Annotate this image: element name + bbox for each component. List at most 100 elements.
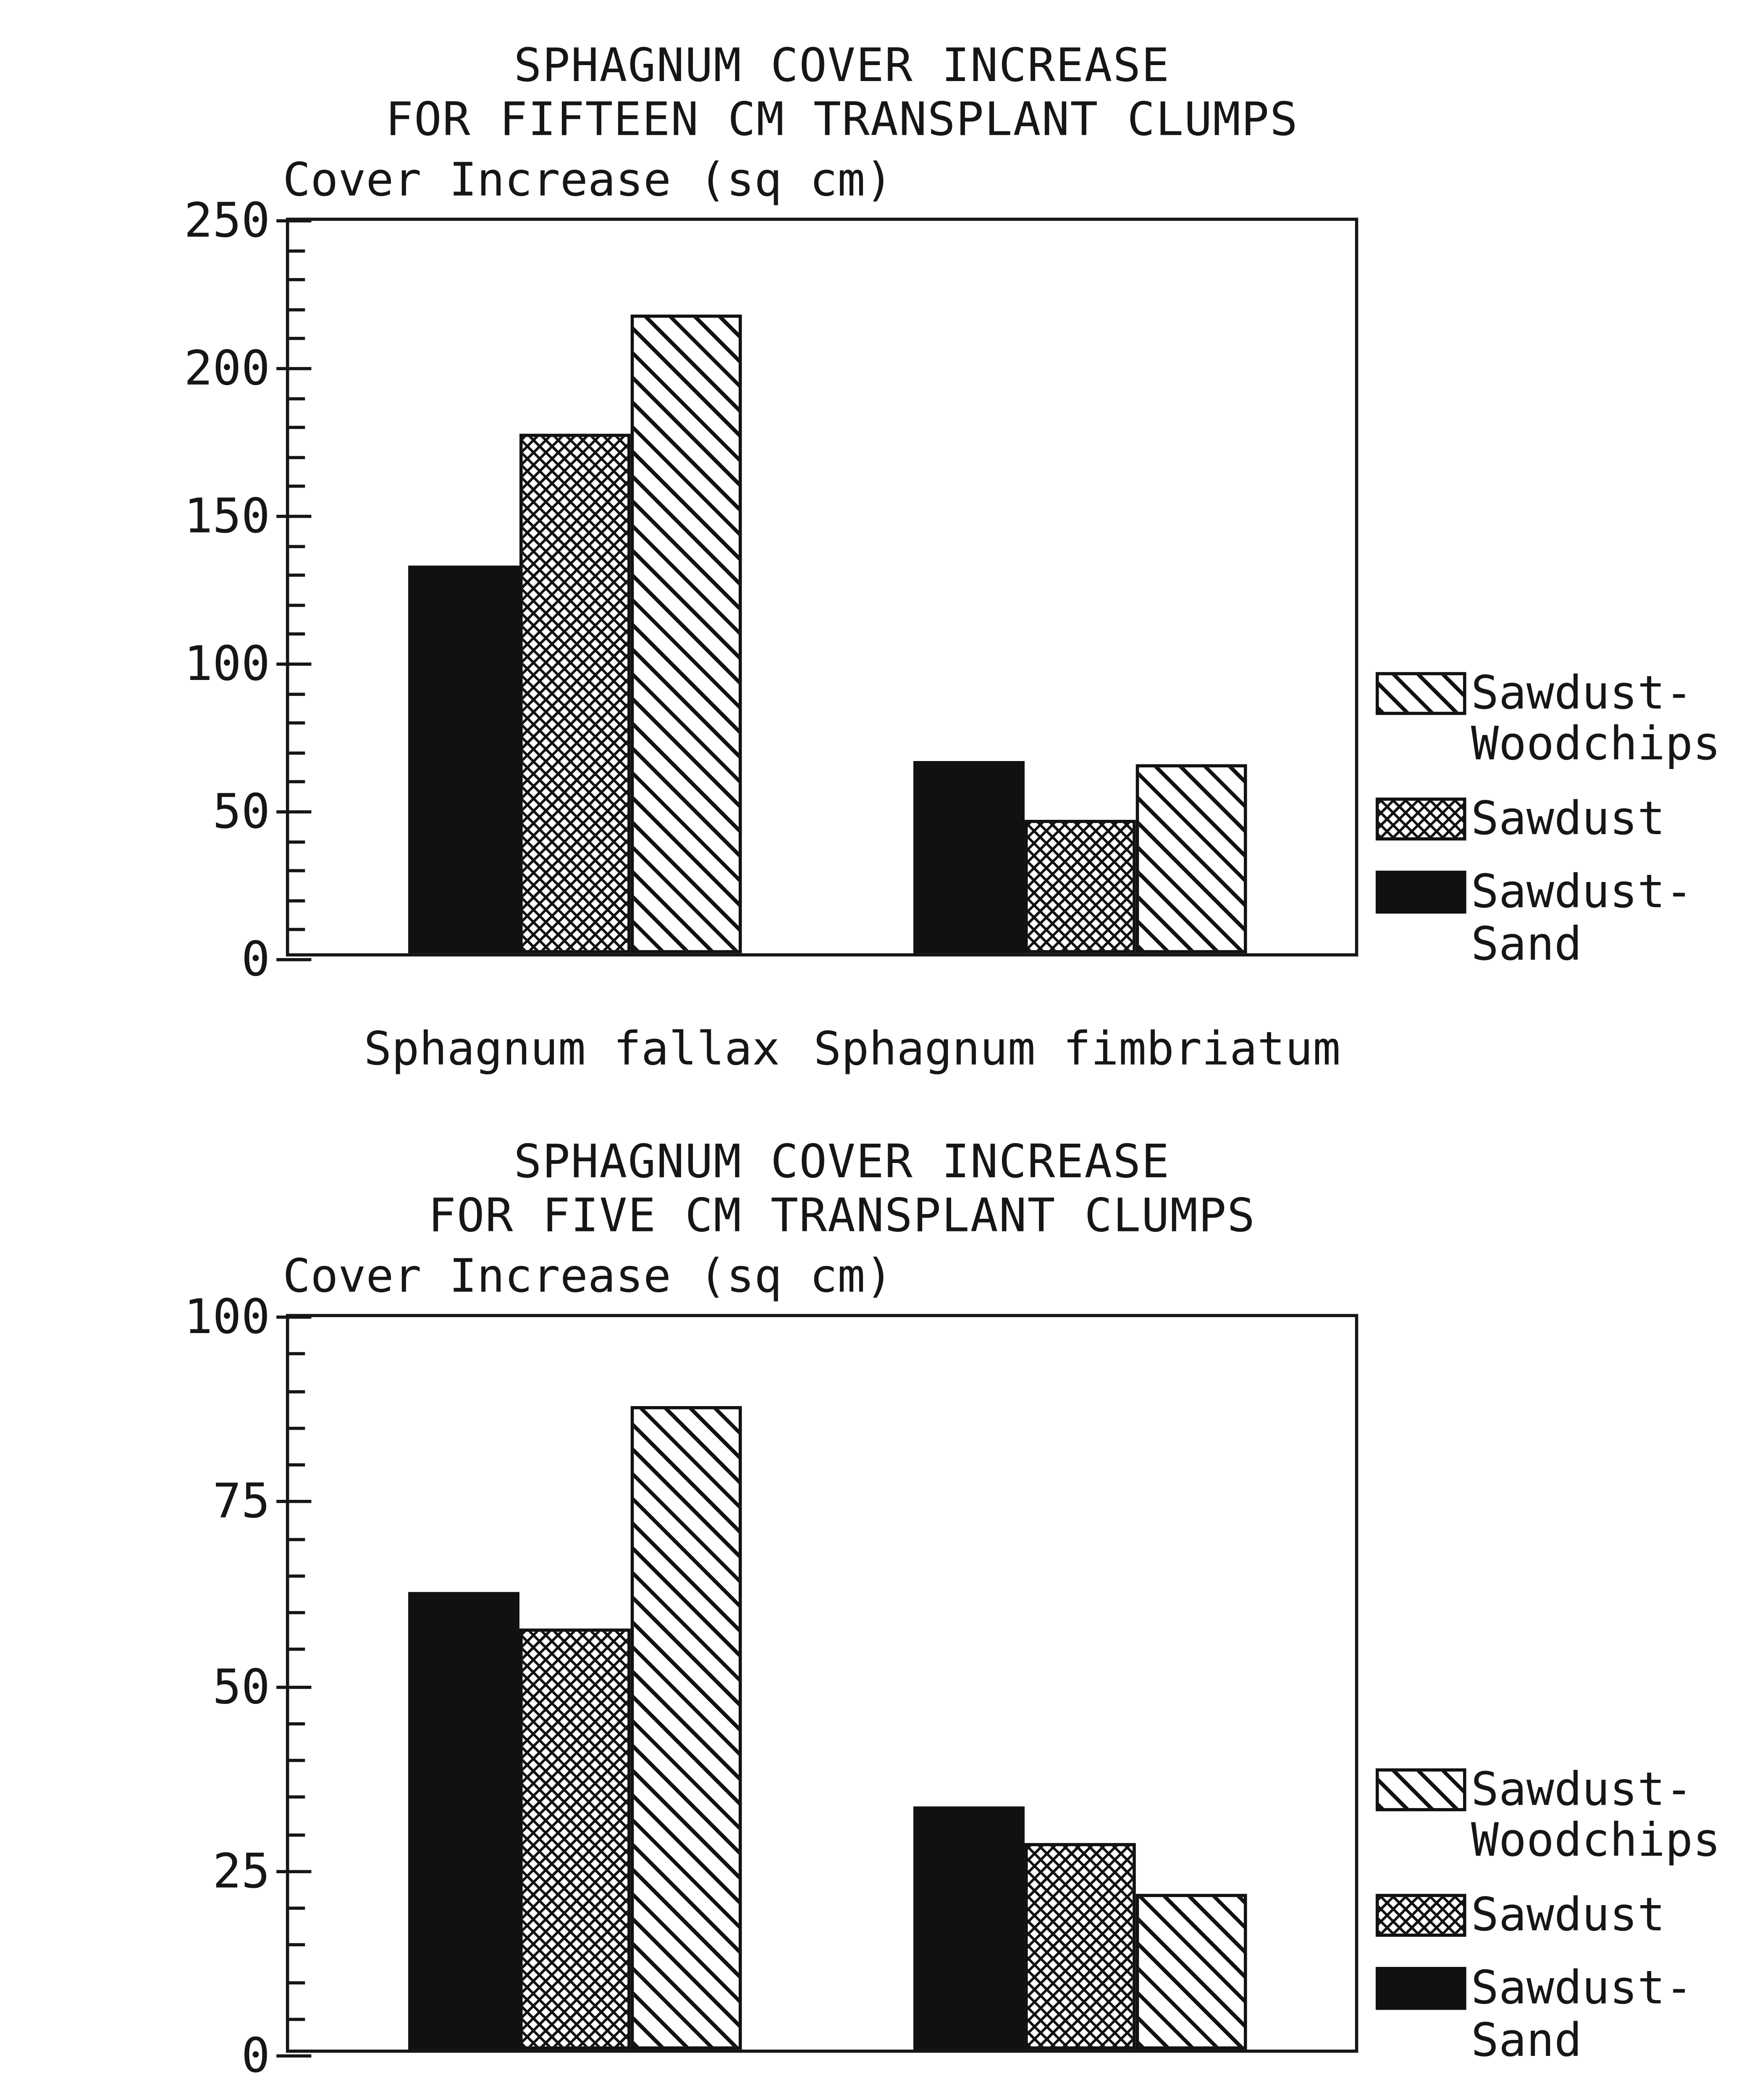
diagonal-pattern-swatch-icon: [1375, 672, 1466, 715]
y-tick-minor: [289, 1722, 305, 1725]
y-tick-minor: [289, 574, 305, 577]
y-tick-minor: [289, 1980, 305, 1984]
y-tick-minor: [289, 840, 305, 843]
plot-area: 0 25 50 75 100: [184, 1290, 1355, 2084]
legend-item-sawdust-sand: Sawdust- Sand: [1375, 1961, 1720, 2067]
y-tick-minor: [289, 1611, 305, 1614]
y-tick-minor: [289, 928, 305, 932]
solid-pattern-swatch-icon: [1375, 1967, 1466, 2011]
y-tick-major: [276, 514, 312, 518]
y-tick-label: 250: [184, 194, 270, 249]
bar-sawdust-sphagnum-fallax: [519, 433, 631, 953]
y-tick-minor: [289, 308, 305, 311]
y-tick-minor: [289, 1796, 305, 1799]
y-tick-minor: [289, 1389, 305, 1393]
x-category-labels: Sphagnum fallax Sphagnum fimbriatum: [286, 1021, 1358, 1085]
legend-label: Sawdust- Woodchips: [1471, 666, 1721, 772]
solid-pattern-swatch-icon: [1375, 871, 1466, 914]
y-tick-major: [276, 1685, 312, 1688]
legend-item-sawdust: Sawdust: [1375, 791, 1720, 845]
bar-sawdust-woodchips-sphagnum-fallax: [630, 1407, 742, 2050]
y-tick-label: 150: [184, 489, 270, 545]
y-tick-minor: [289, 780, 305, 784]
legend-item-sawdust: Sawdust: [1375, 1887, 1720, 1942]
bar-sawdust-woodchips-sphagnum-fimbriatum: [1135, 764, 1247, 953]
y-tick-label: 100: [184, 1290, 270, 1346]
bar-sawdust-sand-sphagnum-fallax: [408, 566, 520, 953]
y-tick-label: 0: [241, 932, 270, 988]
y-tick-minor: [289, 722, 305, 725]
y-tick-major: [276, 1315, 312, 1319]
figure-chart-15cm: SPHAGNUM COVER INCREASE FOR FIFTEEN CM T…: [0, 13, 1749, 1109]
plot-frame: 0 50 100 150 200 250: [184, 194, 1358, 988]
chart-title: SPHAGNUM COVER INCREASE FOR FIVE CM TRAN…: [0, 1134, 1684, 1243]
y-tick-label: 100: [184, 637, 270, 693]
y-tick-minor: [289, 1574, 305, 1578]
y-axis-title: Cover Increase (sq cm): [283, 1249, 893, 1303]
y-tick-major: [276, 367, 312, 370]
y-tick-minor: [289, 869, 305, 873]
y-tick-minor: [289, 1943, 305, 1947]
legend: Sawdust- Woodchips Sawdust Sawdust- Sand: [1375, 666, 1721, 971]
legend-item-sawdust-woodchips: Sawdust- Woodchips: [1375, 666, 1721, 772]
bar-sawdust-sand-sphagnum-fimbriatum: [913, 761, 1025, 953]
y-tick-major: [276, 810, 312, 814]
legend-label: Sawdust: [1471, 791, 1665, 845]
y-tick-major: [276, 958, 312, 961]
chart-title-line-1: SPHAGNUM COVER INCREASE: [514, 38, 1170, 92]
bar-sawdust-woodchips-sphagnum-fallax: [630, 315, 742, 953]
chart-title: SPHAGNUM COVER INCREASE FOR FIFTEEN CM T…: [0, 38, 1684, 147]
y-axis-title: Cover Increase (sq cm): [283, 152, 893, 207]
y-tick-minor: [289, 603, 305, 607]
legend: Sawdust- Woodchips Sawdust Sawdust- Sand: [1375, 1762, 1721, 2067]
y-tick-major: [276, 2054, 312, 2058]
bar-sawdust-sphagnum-fimbriatum: [1024, 1843, 1136, 2050]
y-tick-major: [276, 219, 312, 223]
chart-title-line-2: FOR FIVE CM TRANSPLANT CLUMPS: [428, 1189, 1256, 1243]
plot-frame: 0 25 50 75 100: [184, 1290, 1358, 2084]
y-tick-minor: [289, 278, 305, 282]
figure-chart-5cm: SPHAGNUM COVER INCREASE FOR FIVE CM TRAN…: [0, 1109, 1749, 2100]
y-tick-label: 200: [184, 341, 270, 397]
y-tick-label: 75: [212, 1475, 270, 1530]
y-tick-label: 0: [241, 2029, 270, 2085]
legend-label: Sawdust- Sand: [1471, 1961, 1693, 2067]
y-tick-minor: [289, 455, 305, 459]
chart-title-line-2: FOR FIFTEEN CM TRANSPLANT CLUMPS: [385, 92, 1298, 147]
y-tick-minor: [289, 2017, 305, 2021]
legend-item-sawdust-sand: Sawdust- Sand: [1375, 865, 1720, 971]
legend-item-sawdust-woodchips: Sawdust- Woodchips: [1375, 1762, 1721, 1868]
y-tick-minor: [289, 396, 305, 400]
y-tick-minor: [289, 751, 305, 755]
crosshatch-pattern-swatch-icon: [1375, 1893, 1466, 1937]
y-tick-major: [276, 662, 312, 666]
y-tick-minor: [289, 249, 305, 252]
y-tick-minor: [289, 1648, 305, 1651]
y-tick-minor: [289, 633, 305, 636]
plot-area: 0 50 100 150 200 250: [184, 194, 1355, 988]
y-tick-minor: [289, 692, 305, 696]
bar-sawdust-sand-sphagnum-fimbriatum: [913, 1806, 1025, 2050]
y-tick-minor: [289, 1352, 305, 1356]
legend-label: Sawdust- Woodchips: [1471, 1762, 1721, 1868]
y-tick-minor: [289, 426, 305, 430]
y-tick-label: 50: [212, 1659, 270, 1715]
y-tick-minor: [289, 485, 305, 488]
y-tick-minor: [289, 1759, 305, 1762]
y-tick-minor: [289, 1832, 305, 1836]
bar-sawdust-woodchips-sphagnum-fimbriatum: [1135, 1894, 1247, 2050]
bar-sawdust-sphagnum-fallax: [519, 1628, 631, 2050]
legend-label: Sawdust- Sand: [1471, 865, 1693, 971]
y-tick-minor: [289, 1537, 305, 1541]
bar-sawdust-sphagnum-fimbriatum: [1024, 820, 1136, 953]
diagonal-pattern-swatch-icon: [1375, 1768, 1466, 1811]
y-tick-label: 25: [212, 1844, 270, 1900]
y-tick-minor: [289, 544, 305, 548]
y-tick-major: [276, 1869, 312, 1873]
y-tick-minor: [289, 899, 305, 902]
category-label-sphagnum-fimbriatum: Sphagnum fimbriatum: [813, 1021, 1341, 1076]
category-label-sphagnum-fallax: Sphagnum fallax: [364, 1021, 780, 1076]
legend-label: Sawdust: [1471, 1887, 1665, 1942]
y-tick-major: [276, 1500, 312, 1504]
